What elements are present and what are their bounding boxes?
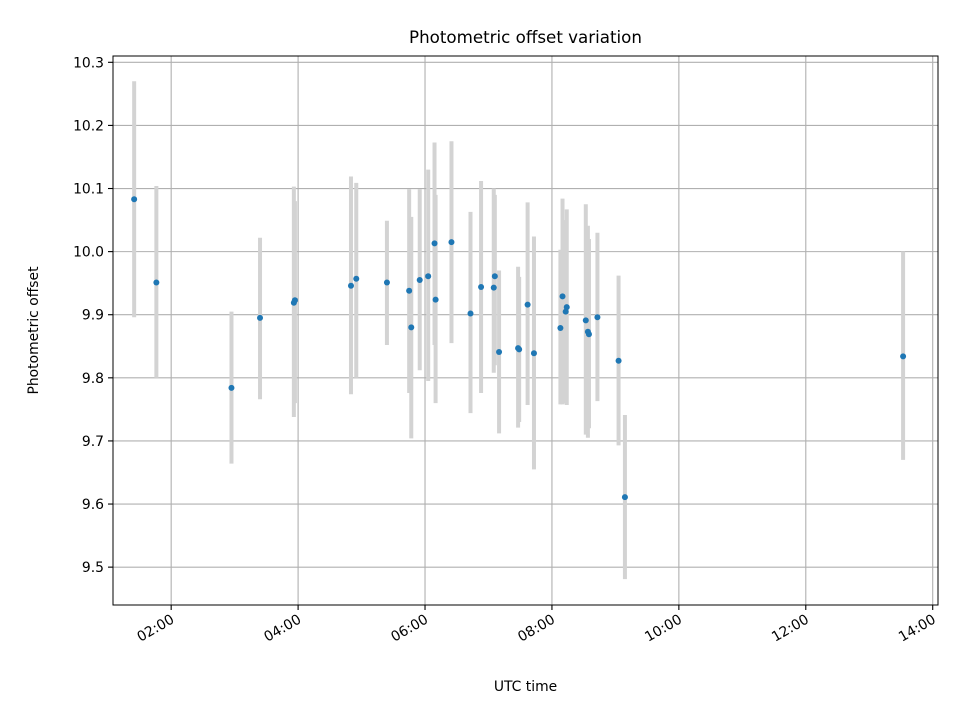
data-point	[291, 297, 298, 304]
data-point	[408, 324, 415, 331]
data-point	[406, 287, 413, 294]
data-point	[153, 279, 160, 286]
data-point	[524, 301, 531, 308]
data-point	[131, 196, 138, 203]
data-point	[496, 348, 503, 355]
data-point	[467, 310, 474, 317]
plot-area-frame	[112, 55, 939, 606]
data-point	[416, 277, 423, 284]
grid	[113, 56, 938, 605]
data-point	[594, 314, 601, 321]
data-point	[347, 282, 354, 289]
data-point	[557, 324, 564, 331]
data-points	[131, 196, 907, 501]
data-point	[431, 240, 438, 247]
y-tick-label: 9.5	[82, 560, 104, 576]
data-point	[432, 296, 439, 303]
y-tick-label: 10.0	[73, 245, 104, 261]
data-point	[516, 346, 523, 353]
data-point	[478, 283, 485, 290]
data-point	[353, 275, 360, 282]
x-axis-title: UTC time	[494, 679, 557, 695]
data-point	[490, 284, 497, 291]
y-tick-label: 9.7	[82, 434, 104, 450]
data-point	[530, 350, 537, 357]
data-point	[228, 384, 235, 391]
y-tick-label: 10.3	[73, 55, 104, 71]
chart-title: Photometric offset variation	[409, 27, 642, 47]
data-point	[383, 279, 390, 286]
data-point	[582, 317, 589, 324]
data-point	[621, 494, 628, 501]
y-tick-label: 10.2	[73, 118, 104, 134]
data-point	[448, 239, 455, 246]
data-point	[425, 273, 432, 280]
y-tick-label: 10.1	[73, 182, 104, 198]
y-axis-ticks: 9.5 9.6 9.7 9.8 9.9 10.0 10.1 10.2 10.3	[73, 55, 113, 576]
data-point	[585, 331, 592, 338]
data-point	[257, 314, 264, 321]
data-point	[559, 293, 566, 300]
y-tick-label: 9.6	[82, 497, 104, 513]
data-point	[563, 304, 570, 311]
y-tick-label: 9.8	[82, 371, 104, 387]
data-point	[615, 357, 622, 364]
y-tick-label: 9.9	[82, 308, 104, 324]
y-axis-title: Photometric offset	[26, 266, 42, 395]
data-point	[491, 273, 498, 280]
data-point	[900, 353, 907, 360]
